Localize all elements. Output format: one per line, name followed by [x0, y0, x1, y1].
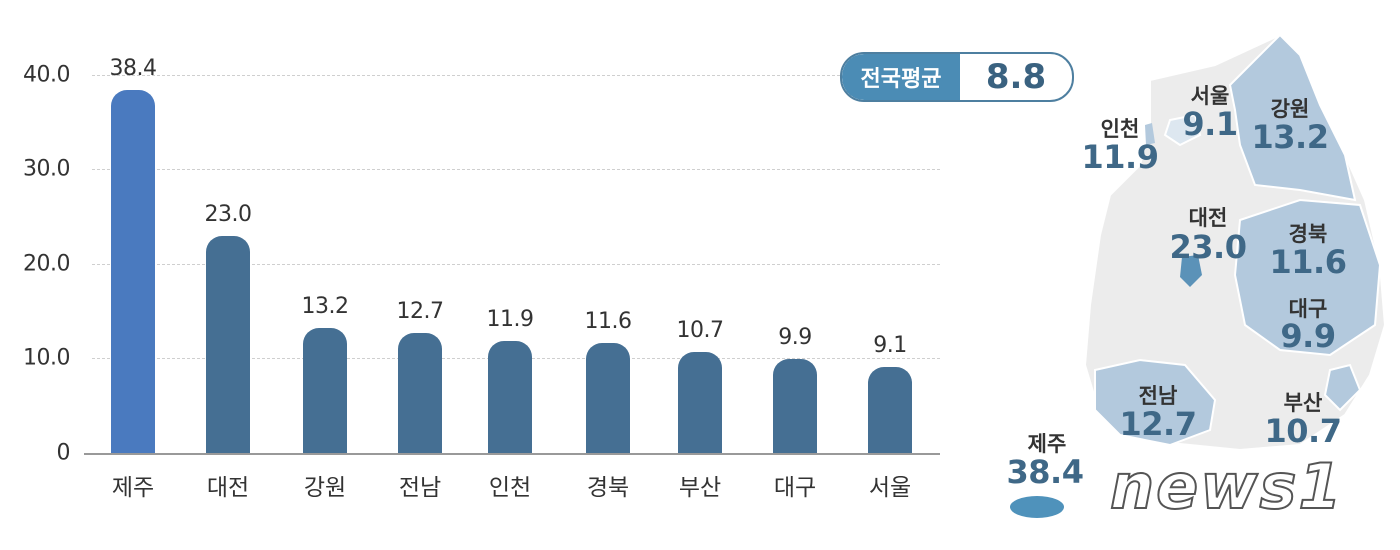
bar-value-label: 11.6	[584, 309, 632, 335]
region-name-incheon: 인천	[1100, 117, 1140, 141]
region-value-daegu: 9.9	[1280, 317, 1336, 355]
region-name-gyeongbuk: 경북	[1288, 222, 1328, 246]
y-tick: 30.0	[23, 156, 70, 182]
region-name-daejeon: 대전	[1188, 206, 1228, 230]
x-category-label: 대구	[773, 475, 817, 501]
region-value-busan: 10.7	[1264, 412, 1342, 450]
region-value-incheon: 11.9	[1081, 138, 1159, 176]
bar-value-label: 10.7	[676, 317, 724, 343]
region-value-seoul: 9.1	[1182, 105, 1238, 143]
x-category-label: 경북	[586, 475, 630, 501]
korea-map: 서울 9.1 인천 11.9 강원 13.2 대전 23.0 경북 11.6 대…	[1000, 25, 1400, 546]
x-category-label: 제주	[111, 475, 155, 501]
x-category-label: 서울	[868, 475, 912, 501]
y-tick: 40.0	[23, 62, 70, 88]
national-average-badge: 전국평균 8.8	[840, 52, 1074, 102]
region-name-jeju: 제주	[1027, 432, 1067, 456]
x-axis-line	[84, 453, 940, 455]
region-value-jeju: 38.4	[1006, 453, 1084, 491]
bar	[111, 90, 155, 453]
bar	[868, 367, 912, 453]
region-name-seoul: 서울	[1190, 84, 1230, 108]
national-average-label: 전국평균	[842, 54, 960, 100]
region-value-jeonnam: 12.7	[1119, 405, 1197, 443]
y-tick: 20.0	[23, 251, 70, 277]
x-category-label: 대전	[206, 475, 250, 501]
region-value-gangwon: 13.2	[1251, 118, 1329, 156]
x-category-label: 인천	[488, 475, 532, 501]
news1-logo: news1	[1109, 449, 1344, 524]
korea-map-shape	[1010, 33, 1387, 518]
bar-value-label: 38.4	[109, 56, 157, 82]
bar	[773, 359, 817, 453]
bar-value-label: 11.9	[486, 306, 534, 332]
bar-value-label: 9.9	[778, 325, 812, 351]
y-tick: 10.0	[23, 345, 70, 371]
region-name-busan: 부산	[1283, 391, 1323, 415]
region-name-daegu: 대구	[1288, 297, 1328, 321]
region-value-daejeon: 23.0	[1169, 228, 1247, 266]
y-tick: 0	[56, 440, 71, 466]
gridline	[92, 264, 940, 265]
region-value-gyeongbuk: 11.6	[1269, 243, 1347, 281]
bar	[488, 340, 532, 453]
region-name-gangwon: 강원	[1270, 97, 1310, 121]
bar-chart: 40.0 30.0 20.0 10.0 0 38.4 제주 23.0 대전 13.2 강원…	[23, 56, 940, 501]
bar-value-label: 12.7	[396, 298, 444, 324]
x-category-label: 전남	[398, 475, 442, 501]
gridline	[92, 169, 940, 170]
bar-value-label: 9.1	[873, 333, 907, 358]
bar	[398, 332, 442, 453]
national-average-value: 8.8	[985, 57, 1047, 97]
bar	[586, 343, 630, 453]
bar-value-label: 23.0	[204, 201, 252, 227]
bar-value-label: 13.2	[301, 294, 349, 320]
bar	[678, 351, 722, 453]
x-category-label: 부산	[678, 475, 722, 501]
region-name-jeonnam: 전남	[1138, 384, 1178, 408]
bar	[303, 328, 347, 453]
x-category-label: 강원	[303, 475, 347, 501]
bar	[206, 235, 250, 453]
gridline	[92, 75, 940, 76]
